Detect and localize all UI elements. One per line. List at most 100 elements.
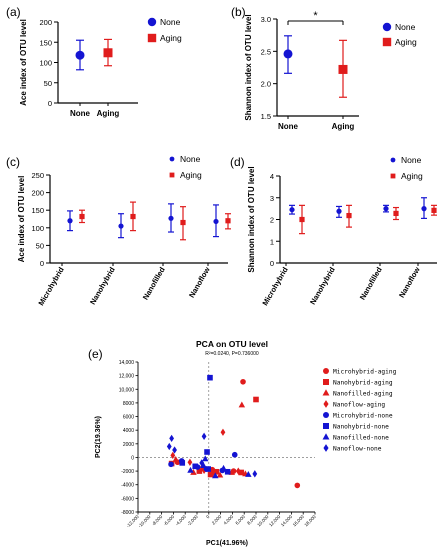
- y-axis-label: PC2(19.36%): [95, 416, 102, 458]
- data-point-microhybrid-none: [168, 461, 174, 468]
- y-tick-label: 150: [31, 206, 44, 215]
- x-tick-label: Aging: [332, 122, 355, 131]
- x-tick-label: Aging: [97, 109, 120, 118]
- legend-marker-aging: [382, 37, 392, 47]
- x-tick-label: Nanoflow: [397, 265, 422, 299]
- y-tick-label: 2.0: [261, 80, 271, 89]
- legend-marker-aging: [147, 33, 157, 43]
- x-tick-label: 4,000: [223, 514, 235, 526]
- panel-label: (d): [230, 155, 245, 169]
- y-tick-label: -6000: [121, 496, 134, 502]
- data-point-none: [67, 218, 73, 224]
- data-point-aging: [393, 210, 399, 217]
- data-point-aging: [103, 48, 113, 58]
- legend-label: Nanoflow-none: [333, 446, 382, 453]
- data-point-nanofilled-none: [202, 455, 209, 462]
- legend-label: Aging: [401, 171, 423, 181]
- data-point-aging: [431, 207, 437, 213]
- chart-subtitle: R²=0.0240, P=0.736000: [205, 351, 259, 357]
- y-tick-label: 12,000: [119, 374, 135, 380]
- data-point-aging: [130, 213, 136, 220]
- x-tick-label: Nanohybrid: [308, 265, 337, 306]
- legend-label: None: [160, 17, 181, 27]
- data-point-aging: [338, 64, 348, 74]
- x-tick-label: -2,000: [186, 514, 199, 527]
- data-point-nanohybrid-aging: [213, 468, 220, 475]
- data-point-nanoflow-aging: [170, 451, 176, 460]
- data-point-nanofilled-none: [187, 466, 194, 473]
- data-point-none: [383, 206, 389, 212]
- data-point-aging: [180, 219, 186, 226]
- y-tick-label: 2.5: [261, 47, 271, 56]
- panel-label: (e): [88, 347, 103, 361]
- panel-b: (b) 1.5 2.0 2.5 3.0 Shannon index of OTU leve…: [231, 5, 417, 131]
- x-tick-label: -8,000: [151, 514, 164, 527]
- y-tick-label: 0: [270, 259, 274, 268]
- x-tick-label: 0: [205, 514, 211, 520]
- legend-marker-none: [147, 17, 157, 27]
- legend-label: Nanohybrid-none: [333, 424, 389, 431]
- legend-marker-none: [169, 156, 175, 162]
- legend-label: Microhybrid-none: [333, 413, 393, 420]
- data-point-nanofilled-aging: [238, 401, 246, 408]
- x-tick-label: 2,000: [211, 514, 223, 526]
- data-point-microhybrid-aging: [240, 378, 246, 385]
- x-tick-label: Nanofilled: [358, 265, 384, 301]
- data-point-nanoflow-aging: [187, 458, 193, 466]
- y-tick-label: 2000: [123, 442, 134, 448]
- y-tick-label: 250: [31, 171, 44, 180]
- legend-marker-microhybrid-aging: [323, 368, 329, 374]
- data-point-nanofilled-none: [245, 471, 252, 477]
- x-tick-label: -4,000: [174, 514, 187, 527]
- legend-marker-nanoflow-aging: [323, 400, 329, 408]
- data-point-aging: [79, 213, 85, 220]
- legend-marker-none: [382, 22, 392, 32]
- panel-a: (a) 0 50 100 150 200 Ace index of OTU level Non…: [6, 5, 182, 118]
- x-tick-label: None: [278, 122, 299, 131]
- data-point-microhybrid-aging: [294, 482, 301, 489]
- x-tick-label: 6,000: [234, 514, 246, 526]
- x-tick-label: 12,000: [268, 514, 282, 528]
- legend-marker-aging: [169, 172, 175, 178]
- legend-label: Nanofilled-none: [333, 435, 389, 442]
- data-point-none: [336, 208, 342, 214]
- y-tick-label: 14,000: [119, 360, 135, 366]
- data-point-none: [213, 218, 219, 225]
- x-tick-label: 14,000: [280, 514, 294, 528]
- x-tick-label: Microhybrid: [260, 265, 289, 307]
- y-tick-label: 1.5: [261, 112, 271, 121]
- panel-label: (c): [6, 155, 20, 169]
- y-tick-label: -8000: [121, 510, 134, 516]
- legend-marker-aging: [390, 173, 396, 179]
- data-point-nanohybrid-none: [179, 460, 186, 466]
- data-point-nanofilled-none: [220, 464, 227, 471]
- legend-label: Microhybrid-aging: [333, 369, 397, 376]
- y-tick-label: 50: [36, 241, 44, 250]
- data-point-nanohybrid-none: [207, 374, 213, 381]
- legend-marker-nanofilled-none: [322, 433, 330, 440]
- legend-label: Nanofilled-aging: [333, 391, 393, 398]
- legend-label: None: [401, 155, 422, 165]
- data-point-nanohybrid-none: [204, 449, 210, 455]
- legend-marker-none: [390, 157, 396, 163]
- x-tick-label: 18,000: [303, 514, 317, 528]
- y-tick-label: 3: [270, 194, 274, 203]
- y-tick-label: 8000: [123, 401, 134, 407]
- legend-label: Nanohybrid-aging: [333, 380, 393, 387]
- y-tick-label: 4000: [123, 428, 134, 434]
- y-tick-label: 150: [39, 38, 52, 47]
- y-tick-label: 0: [131, 455, 134, 461]
- data-point-nanofilled-none: [200, 462, 207, 469]
- x-tick-label: Nanohybrid: [88, 265, 117, 306]
- y-tick-label: 0: [48, 99, 52, 108]
- data-point-nanohybrid-none: [224, 468, 231, 475]
- y-tick-label: 6000: [123, 415, 134, 421]
- y-axis-label: Shannon index of OTU level: [244, 14, 253, 120]
- y-tick-label: 4: [270, 172, 274, 181]
- x-tick-label: -10,000: [137, 514, 152, 529]
- legend-label: Nanoflow-aging: [333, 402, 385, 409]
- data-point-nanoflow-none: [169, 434, 175, 443]
- data-point-nanohybrid-aging: [238, 469, 245, 476]
- data-point-nanohybrid-none: [205, 466, 212, 472]
- legend-marker-nanoflow-none: [323, 444, 329, 452]
